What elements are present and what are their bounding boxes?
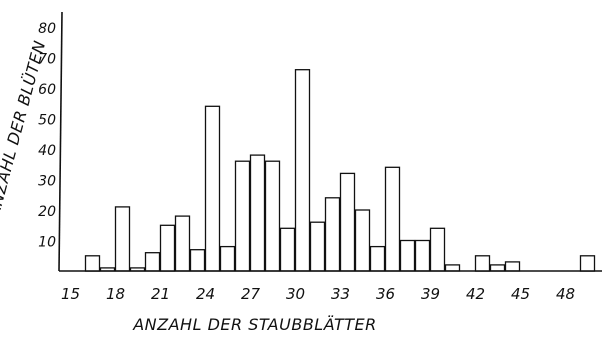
x-tick-label: 36 (376, 285, 395, 303)
bar-33 (339, 172, 356, 272)
y-tick-label: 30 (38, 174, 56, 190)
bar-21 (159, 224, 176, 272)
bar-28 (264, 160, 281, 272)
bar-16 (84, 255, 101, 272)
bar-22 (174, 215, 191, 272)
x-tick-label: 18 (106, 285, 125, 303)
x-tick-label: 48 (556, 285, 575, 303)
bar-31 (309, 221, 326, 272)
bar-27 (249, 154, 266, 272)
bar-34 (354, 209, 371, 272)
y-axis-title: ANZAHL DER BLÜTEN (0, 38, 49, 219)
bar-24 (204, 105, 221, 272)
bar-29 (279, 227, 296, 272)
bar-37 (399, 239, 416, 272)
bar-38 (414, 239, 431, 272)
x-tick-label: 21 (151, 285, 170, 303)
y-tick-label: 50 (38, 113, 56, 129)
bar-32 (324, 197, 341, 272)
y-tick-label: 60 (38, 82, 56, 98)
bars-group (84, 69, 596, 272)
x-tick-label: 33 (331, 285, 350, 303)
bar-43 (489, 264, 506, 272)
bar-36 (384, 166, 401, 272)
bar-26 (234, 160, 251, 272)
bar-18 (114, 206, 131, 272)
bar-42 (474, 255, 491, 272)
x-tick-label: 39 (421, 285, 440, 303)
x-tick-label: 24 (196, 285, 215, 303)
bar-35 (369, 245, 386, 272)
x-tick-label: 30 (286, 285, 305, 303)
bar-39 (429, 227, 446, 272)
y-tick-label: 80 (38, 21, 56, 37)
bar-30 (294, 69, 311, 272)
x-tick-label: 15 (61, 285, 80, 303)
x-tick-label: 42 (466, 285, 485, 303)
bar-25 (219, 245, 236, 272)
y-tick-label: 70 (38, 52, 56, 68)
bar-44 (504, 261, 521, 272)
bar-20 (144, 252, 161, 272)
y-tick-label: 40 (38, 143, 56, 159)
x-tick-label: 45 (511, 285, 530, 303)
x-tick-labels: 15 18 21 24 27 30 33 36 39 42 45 48 (61, 285, 575, 303)
y-tick-label: 10 (38, 235, 56, 251)
bar-40 (444, 264, 461, 272)
x-tick-label: 27 (241, 285, 261, 303)
bar-49 (579, 255, 596, 272)
y-tick-labels: 10 20 30 40 50 60 70 80 (38, 21, 56, 251)
x-axis-title: ANZAHL DER STAUBBLÄTTER (132, 315, 377, 334)
bar-23 (189, 249, 206, 272)
y-tick-label: 20 (38, 204, 56, 220)
y-axis-line (58, 11, 63, 272)
